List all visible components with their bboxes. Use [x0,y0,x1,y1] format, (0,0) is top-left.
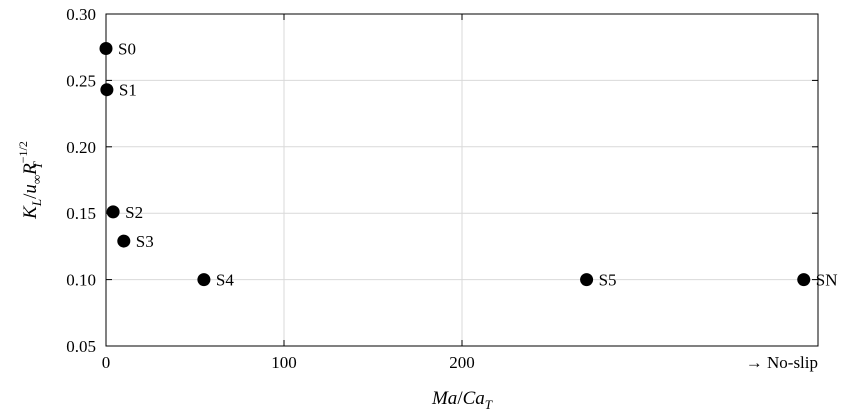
tick-labels: 0 100 200 0.05 0.10 0.15 0.20 0.25 0.30 [66,5,475,372]
point-label-s4: S4 [216,271,234,290]
y-label-r-subscript: T [30,161,45,169]
y-tick-label: 0.25 [66,71,96,90]
data-point-sn [797,273,811,287]
y-label-k: K [20,205,41,220]
y-label-k-subscript: L [29,199,44,207]
data-point-s0 [99,42,113,56]
y-tick-label: 0.15 [66,204,96,223]
y-axis-label: KL/u∞R−1/2T [16,141,45,220]
y-tick-label: 0.20 [66,138,96,157]
x-label-numerator: Ma [431,388,457,409]
x-label-slash: / [457,388,463,409]
data-point-s4 [197,273,211,287]
y-tick-label: 0.10 [66,271,96,290]
y-label-u-subscript: ∞ [29,175,44,184]
no-slip-annotation: → No-slip [746,353,818,372]
x-label-subscript: T [485,397,493,412]
axis-ticks [105,13,818,347]
point-label-s5: S5 [599,271,617,290]
point-label-sn: SN [816,271,838,290]
x-tick-label: 100 [271,353,297,372]
x-tick-label: 0 [102,353,111,372]
data-point-s5 [580,273,594,287]
data-points: S0 S1 S2 S3 S4 S5 SN [99,40,838,290]
y-label-r: R [20,163,41,176]
point-label-s3: S3 [136,232,154,251]
x-axis-label: Ma/CaT [431,388,493,412]
y-tick-label: 0.05 [66,337,96,356]
data-point-s3 [117,234,131,248]
grid-lines [105,14,818,346]
y-tick-label: 0.30 [66,5,96,24]
data-point-s2 [106,205,120,219]
point-label-s0: S0 [118,40,136,59]
y-label-slash: / [20,193,41,199]
y-label-r-exponent: −1/2 [16,141,30,163]
y-label-u: u [20,184,41,194]
x-tick-label: 200 [449,353,475,372]
point-label-s1: S1 [119,81,137,100]
x-label-denominator: Ca [463,388,485,409]
point-label-s2: S2 [125,203,143,222]
data-point-s1 [100,83,114,97]
